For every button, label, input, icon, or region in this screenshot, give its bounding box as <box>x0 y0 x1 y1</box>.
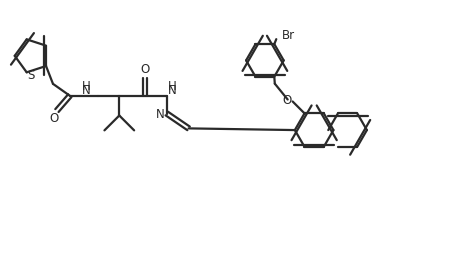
Text: H: H <box>82 80 91 93</box>
Text: O: O <box>282 94 291 107</box>
Text: O: O <box>141 64 150 76</box>
Text: Br: Br <box>282 29 296 42</box>
Text: N: N <box>155 108 164 121</box>
Text: N: N <box>82 84 91 97</box>
Text: N: N <box>167 84 176 97</box>
Text: H: H <box>167 80 176 93</box>
Text: O: O <box>49 112 59 125</box>
Text: S: S <box>27 69 34 82</box>
